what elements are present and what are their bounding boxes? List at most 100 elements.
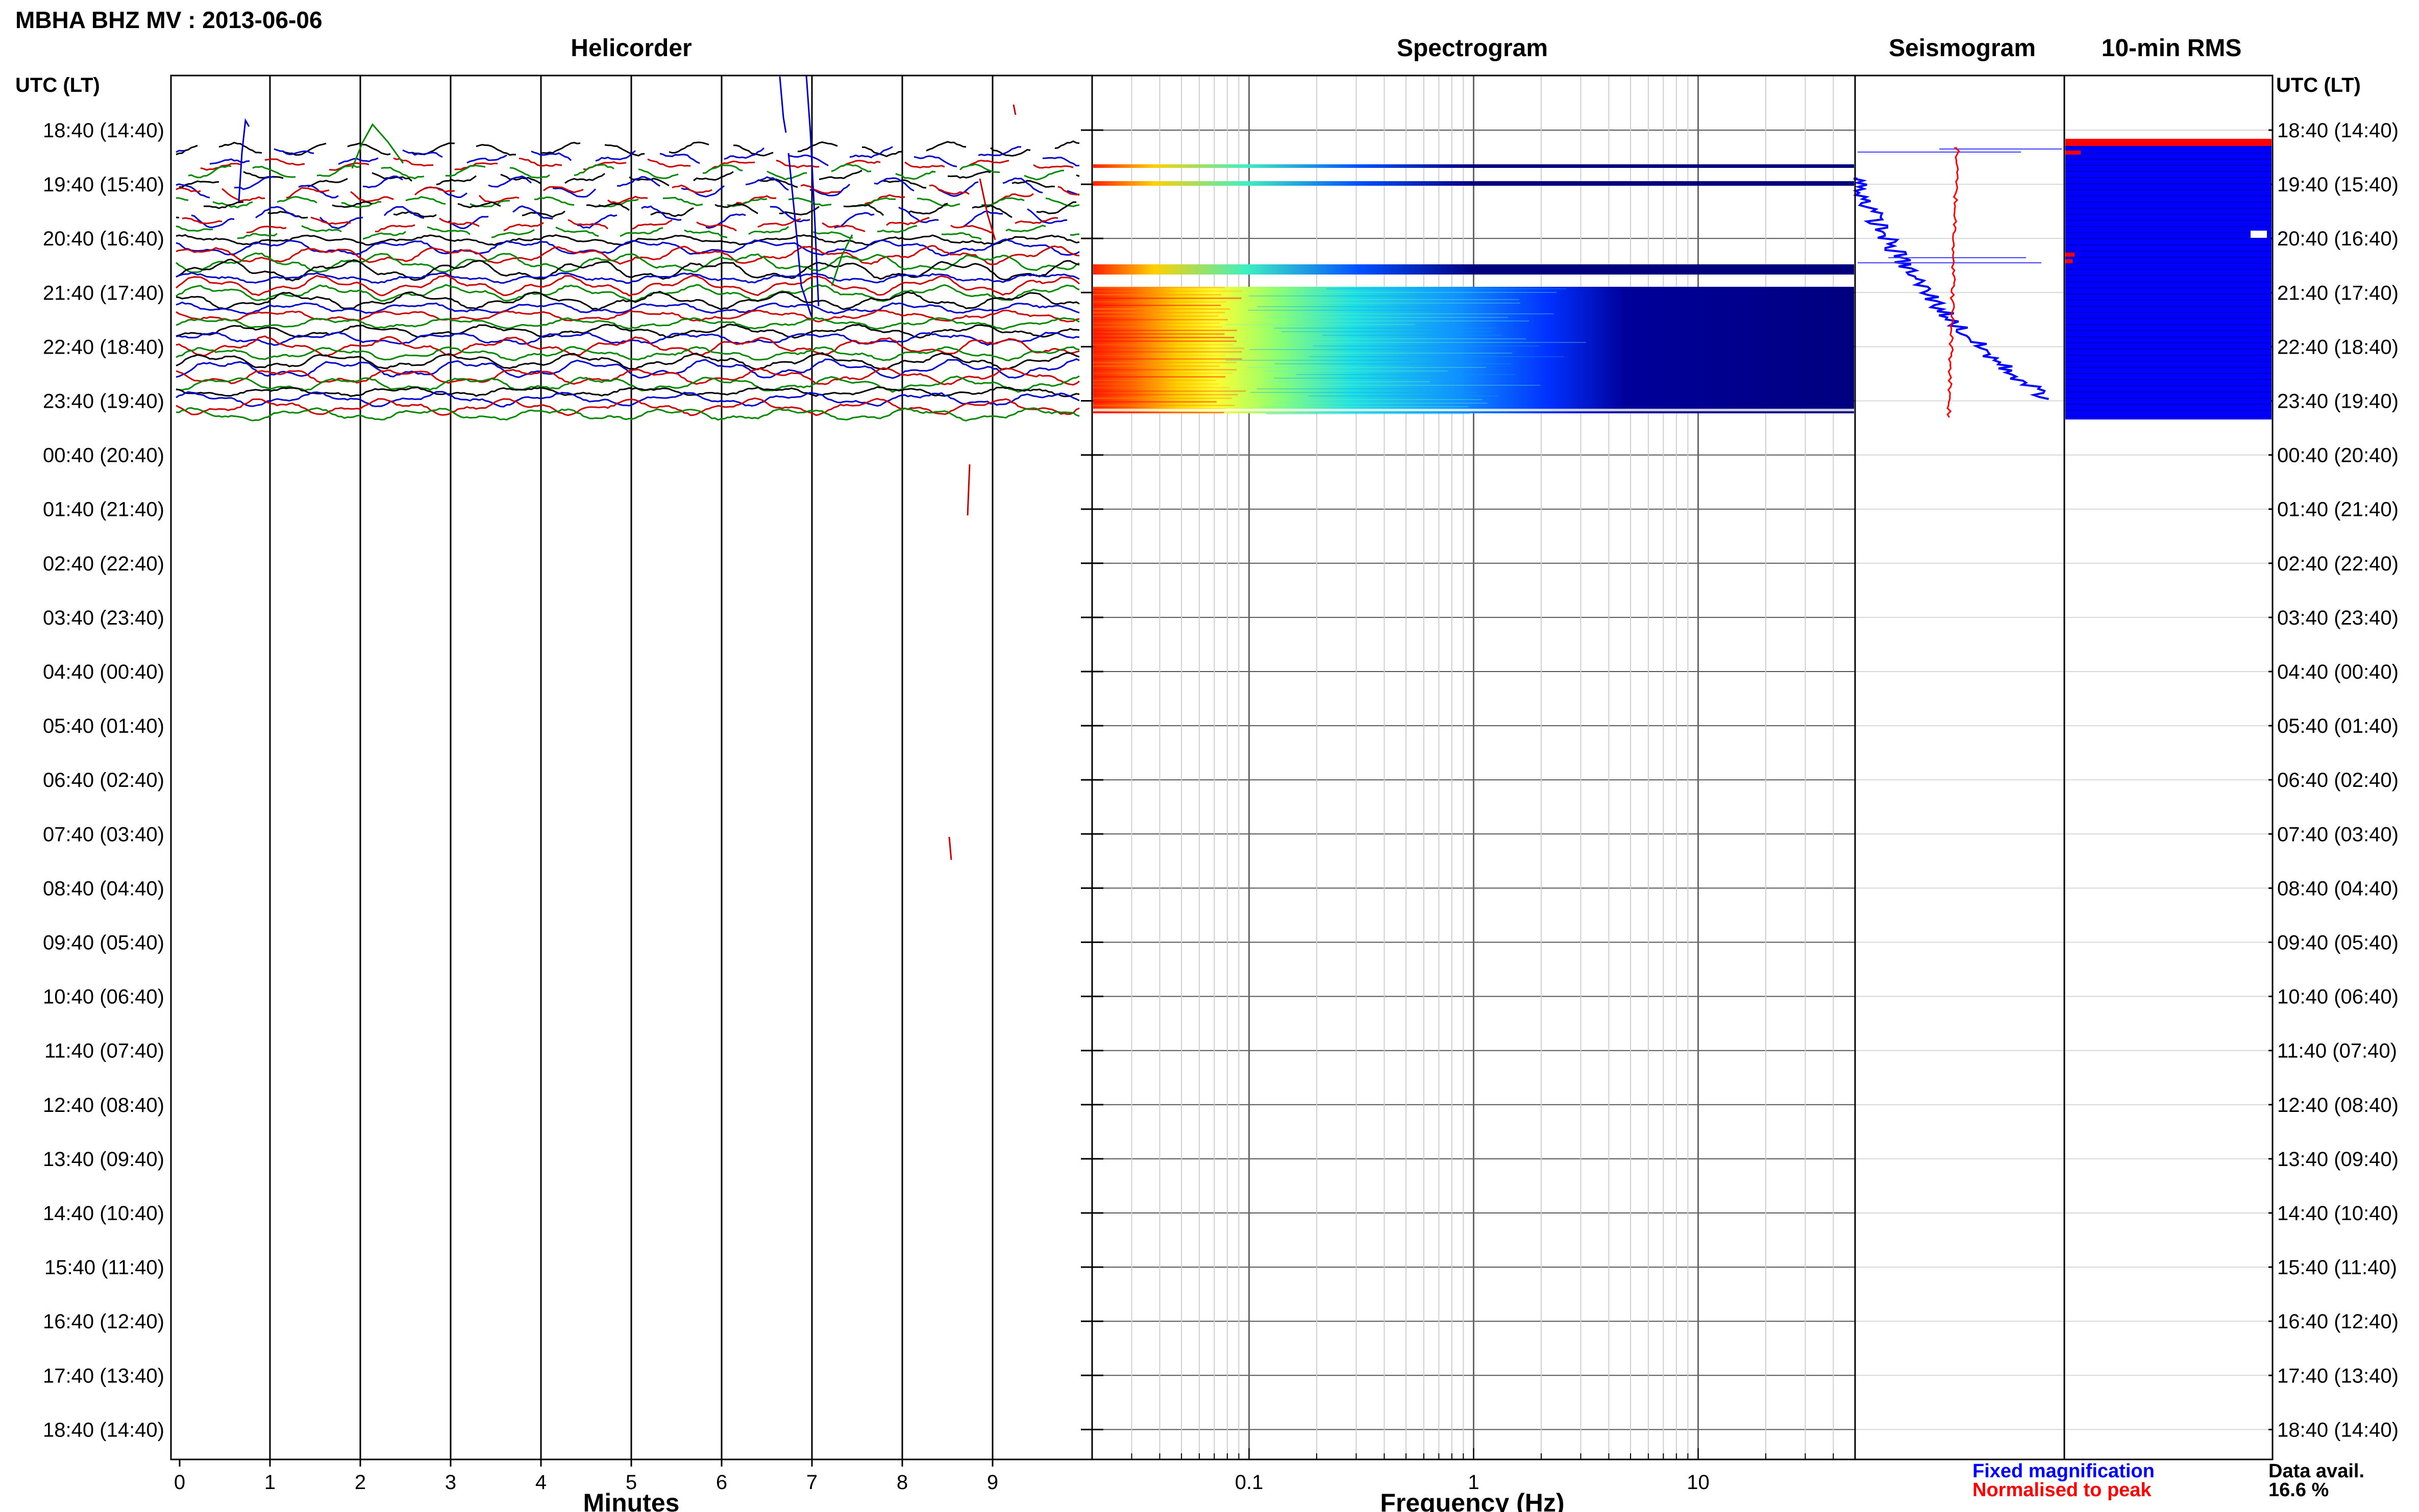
seismogram-fixed-trace [1853,178,2049,400]
spectrogram-streak [1093,294,1222,295]
helicorder-trace [176,331,1080,346]
helicorder-spike [979,178,996,240]
time-label-right: 09:40 (05:40) [2277,932,2399,954]
spectrogram-streak [1093,333,1225,335]
spectrogram-streak [1093,401,1217,403]
rms-gap [2251,231,2267,238]
spectrogram-streak [1249,349,1461,350]
time-label-right: 06:40 (02:40) [2277,769,2399,791]
time-label-right: 10:40 (06:40) [2277,986,2399,1008]
helicorder-trace [176,316,1080,330]
spectrogram-streak [1266,413,1470,414]
helicorder-trace [176,244,1080,265]
spectrogram-streak [1093,383,1220,385]
spectrogram-streak [1248,295,1428,296]
x-axis-ticks: 0 1 2 3 4 5 6 7 8 9 0.1 1 10 [174,1448,1856,1494]
time-label-right: 11:40 (07:40) [2277,1040,2397,1062]
time-label-left: 07:40 (03:40) [43,823,164,846]
spectrogram-gap [1093,409,1854,411]
spectrogram-streak [1093,373,1232,374]
spectrogram-image [1093,164,1854,414]
helicorder-spike [948,836,952,860]
helicorder-trace [176,324,1080,339]
time-label-left: 16:40 (12:40) [43,1310,164,1333]
spectrogram-streak [1306,353,1513,354]
spectrogram-streak [1093,355,1226,356]
spectrogram-streak [1093,405,1235,406]
spectrogram-streak [1265,381,1430,382]
spectrogram-streak [1225,324,1415,325]
helicorder-spike [238,118,250,202]
seismogram-title: Seismogram [1889,35,2036,62]
helicorder-trace [176,346,1080,361]
spectrogram-streak [1313,345,1539,346]
spectrogram-streak [1093,298,1242,299]
spectrogram-streak [1093,340,1237,342]
time-axis-header-right: UTC (LT) [2276,74,2361,96]
helicorder-trace [176,196,1080,209]
time-label-left: 11:40 (07:40) [44,1040,164,1062]
minute-tick-label: 4 [535,1471,547,1494]
spectrogram-streak [1093,376,1226,378]
frequency-axis-label: Frequency (Hz) [1380,1489,1564,1512]
minute-tick-label: 5 [626,1471,637,1494]
rms-frame [2063,75,2274,1460]
time-label-left: 02:40 (22:40) [43,553,164,575]
spectrogram-streak [1263,370,1448,371]
helicorder-trace [176,352,1080,370]
time-label-left: 09:40 (05:40) [43,932,164,954]
spectrogram-streak [1248,310,1457,311]
time-label-right: 04:40 (00:40) [2277,661,2399,683]
time-label-left: 01:40 (21:40) [43,499,164,521]
time-label-right: 18:40 (14:40) [2277,1419,2399,1441]
time-label-left: 14:40 (10:40) [43,1202,164,1225]
helicorder-trace [176,184,1080,205]
helicorder-trace [176,407,1080,422]
time-label-left: 00:40 (20:40) [43,444,164,467]
helicorder-title: Helicorder [571,35,692,62]
spectrogram-streak [1296,374,1516,375]
time-label-left: 17:40 (13:40) [43,1365,164,1387]
spectrogram-streak [1093,390,1246,392]
time-label-right: 23:40 (19:40) [2277,390,2399,413]
spectrogram-streak [1275,403,1488,404]
helicorder-spike [351,123,404,169]
spectrogram-streak [1093,319,1228,320]
time-label-left: 10:40 (06:40) [43,986,164,1008]
time-label-right: 05:40 (01:40) [2277,715,2399,737]
panel-frames [170,75,2274,1460]
minute-tick-label: 2 [355,1471,366,1494]
time-label-right: 01:40 (21:40) [2277,499,2399,521]
helicorder-trace [176,397,1080,416]
minute-tick-label: 6 [716,1471,727,1494]
helicorder-trace [176,335,1080,357]
rms-peak-bar [2065,139,2272,146]
spectrogram-streak [1093,380,1216,381]
time-label-right: 15:40 (11:40) [2277,1256,2397,1279]
helicorder-trace [176,386,1080,398]
time-label-right: 07:40 (03:40) [2277,823,2399,846]
helicorder-trace [176,140,1080,158]
time-label-left: 20:40 (16:40) [43,228,164,250]
spectrogram-streak [1326,288,1567,289]
legend-normalised-to-peak: Normalised to peak [1972,1479,2152,1501]
time-label-right: 18:40 (14:40) [2277,119,2399,142]
spectrogram-streak [1273,299,1519,300]
spectrogram-streak [1093,412,1224,413]
minute-tick-label: 1 [264,1471,276,1494]
spectrogram-streak [1093,308,1230,310]
helicorder-spike [787,153,812,317]
rms-block [2065,139,2272,419]
helicorder-trace [188,163,1065,181]
time-label-left: 22:40 (18:40) [43,336,164,358]
spectrogram-streak [1093,351,1242,353]
spectrogram-streak [1308,395,1498,396]
spectrogram-streak [1093,358,1242,360]
time-axis-header-left: UTC (LT) [15,74,100,96]
spectrogram-streak [1294,399,1483,400]
spectrogram-title: Spectrogram [1397,35,1548,62]
helicorder-spike [805,75,820,307]
spectrogram-band [1093,264,1854,275]
frequency-tick-label: 0.1 [1235,1471,1264,1494]
